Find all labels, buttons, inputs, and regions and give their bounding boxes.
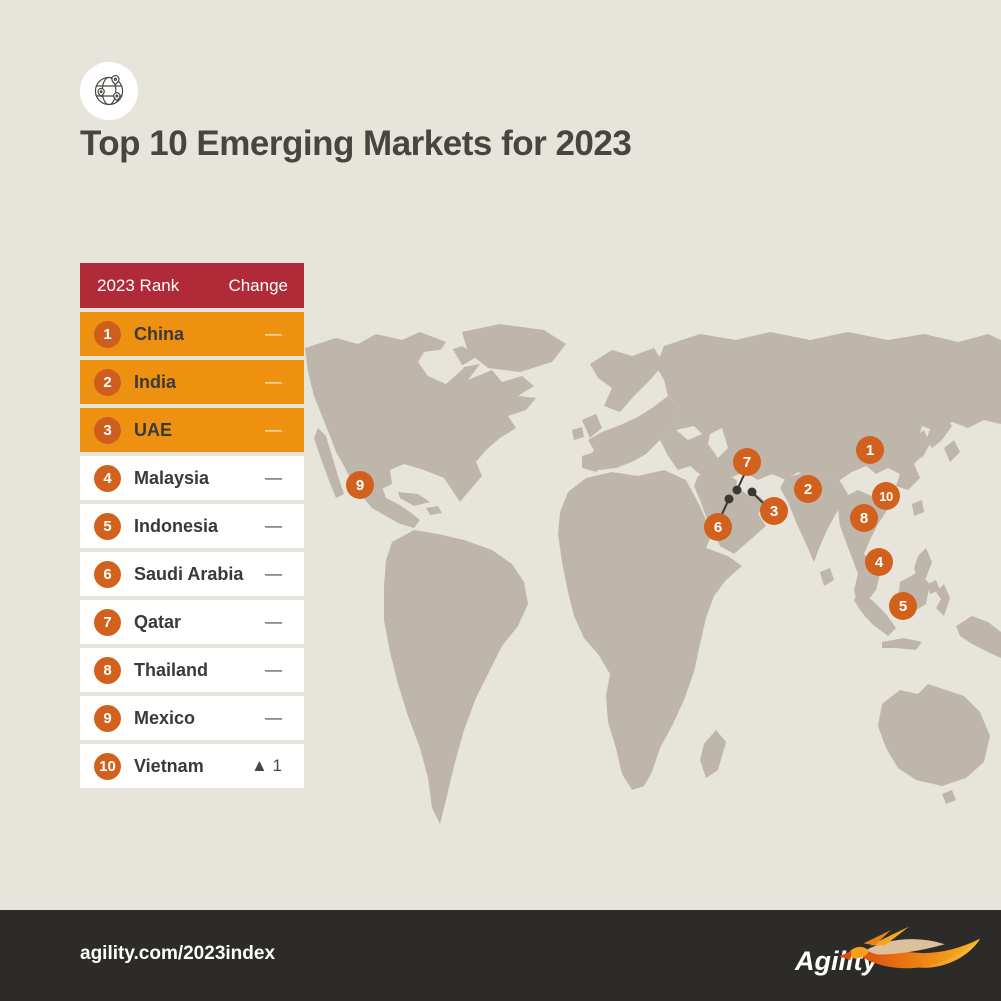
map-ireland — [572, 427, 584, 440]
table-row-indonesia: 5 Indonesia — — [80, 504, 304, 548]
rank-badge: 1 — [94, 320, 121, 348]
change-value: — — [265, 708, 282, 727]
map-sumatra — [854, 594, 896, 636]
footer-url-link[interactable]: agility.com/2023index — [80, 943, 276, 964]
rank-badge: 5 — [94, 512, 121, 540]
change-value: — — [265, 420, 282, 439]
table-header: 2023 Rank Change — [80, 263, 304, 308]
change-value: — — [265, 468, 282, 487]
map-marker-india: 2 — [794, 475, 822, 503]
map-new-guinea — [956, 616, 1001, 658]
map-sulawesi — [936, 584, 950, 616]
map-tasmania — [942, 790, 956, 804]
agility-phoenix-logo-icon — [839, 926, 981, 969]
leader-dot-uae — [747, 487, 757, 497]
rank-badge: 7 — [94, 608, 121, 636]
change-value: ▲ 1 — [250, 756, 282, 775]
map-baja — [314, 428, 344, 498]
table-row-china: 1 China — — [80, 312, 304, 356]
rank-badge: 2 — [94, 368, 121, 396]
map-greenland — [462, 324, 566, 372]
map-marker-mexico: 9 — [346, 471, 374, 499]
rank-column-header: 2023 Rank — [97, 275, 180, 295]
table-row-vietnam: 10 Vietnam ▲ 1 — [80, 744, 304, 788]
map-taiwan — [912, 500, 924, 516]
map-scandinavia — [590, 348, 664, 412]
country-label: Indonesia — [134, 515, 219, 536]
leader-dot-saudi — [724, 494, 734, 504]
table-row-thailand: 8 Thailand — — [80, 648, 304, 692]
country-label: Malaysia — [134, 467, 210, 488]
map-japan-north — [926, 416, 952, 448]
map-marker-malaysia: 4 — [865, 548, 893, 576]
change-value: — — [265, 564, 282, 583]
rank-table: 2023 Rank Change 1 China — 2 India — 3 U… — [80, 263, 304, 788]
footer-bar: agility.com/2023index Agility — [0, 910, 1001, 1001]
map-korea — [914, 430, 930, 458]
country-label: Qatar — [134, 611, 182, 632]
change-column-header: Change — [228, 275, 288, 295]
map-hudson-bay — [418, 348, 464, 384]
map-java — [882, 638, 922, 650]
table-row-qatar: 7 Qatar — — [80, 600, 304, 644]
table-row-saudi-arabia: 6 Saudi Arabia — — [80, 552, 304, 596]
map-africa — [558, 470, 742, 790]
map-uk — [582, 414, 602, 438]
map-cuba — [398, 492, 430, 506]
globe-with-pins-icon — [94, 75, 124, 106]
change-value: — — [265, 660, 282, 679]
table-row-india: 2 India — — [80, 360, 304, 404]
change-value: — — [265, 612, 282, 631]
country-label: Saudi Arabia — [134, 563, 244, 584]
map-australia — [878, 684, 990, 786]
country-label: Vietnam — [134, 755, 204, 776]
map-japan-south — [944, 440, 960, 462]
table-row-malaysia: 4 Malaysia — — [80, 456, 304, 500]
map-arabia — [694, 468, 766, 554]
map-sakhalin — [950, 388, 962, 414]
map-marker-indonesia: 5 — [889, 592, 917, 620]
map-caspian-sea — [708, 428, 728, 458]
leader-dot-qatar — [732, 485, 742, 495]
map-marker-china: 1 — [856, 436, 884, 464]
rank-badge: 10 — [94, 752, 121, 780]
map-marker-qatar: 7 — [733, 448, 761, 476]
map-marker-vietnam: 10 — [872, 482, 900, 510]
change-value: — — [265, 324, 282, 343]
map-europe — [584, 396, 680, 470]
country-label: China — [134, 323, 185, 344]
map-marker-thailand: 8 — [850, 504, 878, 532]
country-label: Mexico — [134, 707, 196, 728]
map-kamchatka — [966, 372, 988, 406]
map-marker-uae: 3 — [760, 497, 788, 525]
country-label: UAE — [134, 419, 173, 440]
map-hispaniola — [426, 506, 442, 515]
rank-badge: 3 — [94, 416, 121, 444]
table-row-uae: 3 UAE — — [80, 408, 304, 452]
rank-badge: 4 — [94, 464, 121, 492]
map-south-america — [384, 530, 528, 824]
page-title: Top 10 Emerging Markets for 2023 — [80, 124, 632, 163]
map-asia — [656, 332, 1001, 490]
rank-badge: 6 — [94, 560, 121, 588]
table-row-mexico: 9 Mexico — — [80, 696, 304, 740]
globe-badge — [80, 62, 138, 120]
rank-badge: 8 — [94, 656, 121, 684]
country-label: Thailand — [134, 659, 209, 680]
country-label: India — [134, 371, 177, 392]
map-sri-lanka — [820, 568, 834, 586]
map-philippines-south — [928, 580, 940, 594]
map-iberia — [582, 450, 610, 472]
map-marker-saudi: 6 — [704, 513, 732, 541]
map-black-sea — [676, 426, 702, 440]
change-value: — — [265, 372, 282, 391]
rank-badge: 9 — [94, 704, 121, 732]
map-madagascar — [700, 730, 726, 778]
change-value: — — [265, 516, 282, 535]
